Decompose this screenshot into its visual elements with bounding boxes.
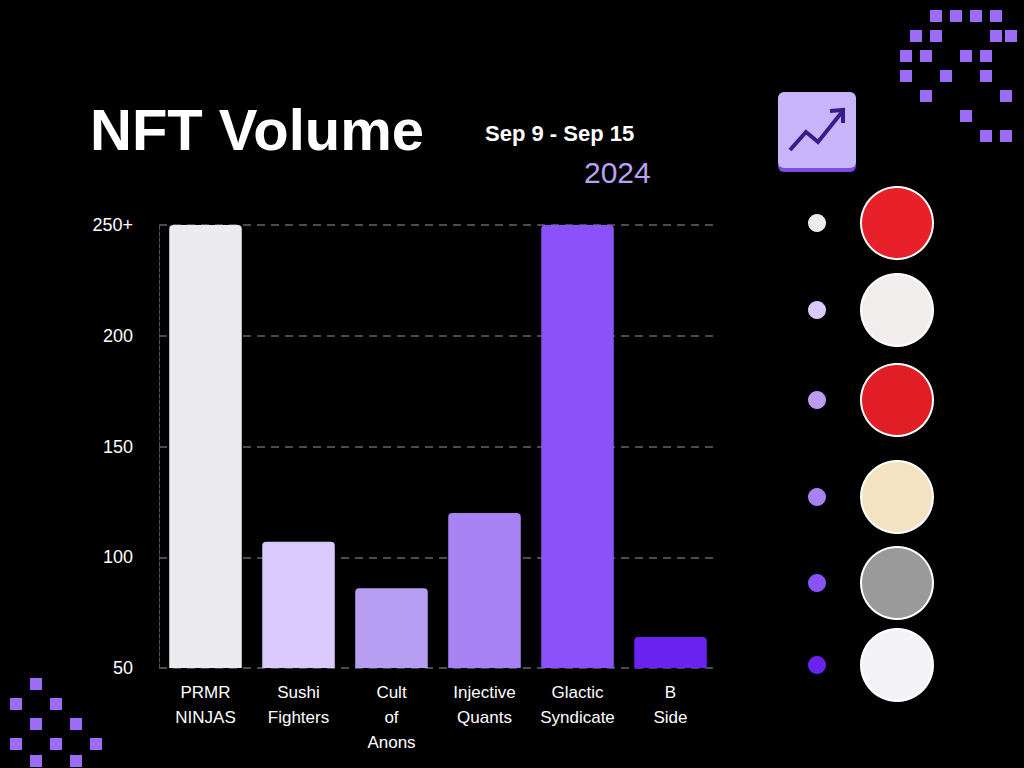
svg-text:Syndicate: Syndicate: [540, 708, 615, 727]
svg-text:250+: 250+: [92, 215, 133, 235]
svg-text:100: 100: [103, 547, 133, 567]
svg-text:200: 200: [103, 326, 133, 346]
svg-text:150: 150: [103, 437, 133, 457]
svg-text:50: 50: [113, 658, 133, 678]
svg-text:Anons: Anons: [367, 733, 415, 752]
svg-text:Injective: Injective: [453, 683, 515, 702]
svg-text:Quants: Quants: [457, 708, 512, 727]
svg-text:of: of: [384, 708, 398, 727]
svg-text:NFT Volume: NFT Volume: [90, 97, 424, 162]
svg-text:Cult: Cult: [376, 683, 407, 702]
svg-text:B: B: [665, 683, 676, 702]
svg-text:PRMR: PRMR: [180, 683, 230, 702]
svg-text:Side: Side: [653, 708, 687, 727]
svg-text:NINJAS: NINJAS: [175, 708, 235, 727]
svg-text:Sep 9 - Sep 15: Sep 9 - Sep 15: [485, 121, 634, 146]
svg-text:Sushi: Sushi: [277, 683, 320, 702]
svg-text:Fighters: Fighters: [268, 708, 329, 727]
svg-text:2024: 2024: [584, 156, 651, 189]
svg-text:Glactic: Glactic: [552, 683, 604, 702]
